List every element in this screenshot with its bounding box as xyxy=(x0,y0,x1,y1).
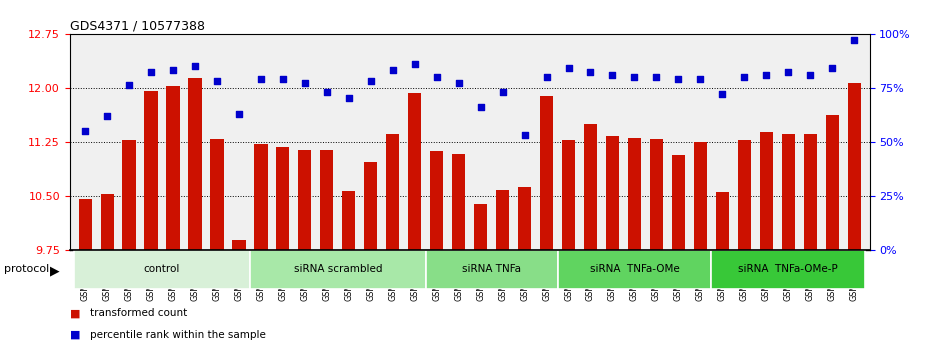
Point xyxy=(561,65,576,71)
Bar xyxy=(716,192,729,250)
Point xyxy=(846,37,861,43)
Bar xyxy=(605,136,619,250)
Bar xyxy=(320,150,334,250)
Bar xyxy=(342,190,355,250)
Point xyxy=(649,74,664,80)
Bar xyxy=(826,115,839,250)
Bar xyxy=(711,250,865,289)
Point xyxy=(254,76,269,82)
Point xyxy=(627,74,642,80)
Bar xyxy=(781,135,795,250)
Bar xyxy=(847,83,861,250)
Point xyxy=(451,80,466,86)
Point xyxy=(605,72,620,78)
Bar xyxy=(584,124,597,250)
Bar xyxy=(254,144,268,250)
Point xyxy=(715,91,730,97)
Bar xyxy=(760,132,773,250)
Point xyxy=(166,68,180,73)
Bar xyxy=(737,140,751,250)
Point xyxy=(122,82,137,88)
Bar xyxy=(496,190,510,250)
Text: siRNA TNFa: siRNA TNFa xyxy=(462,264,521,274)
Point xyxy=(825,65,840,71)
Text: percentile rank within the sample: percentile rank within the sample xyxy=(90,330,266,339)
Bar xyxy=(232,240,246,250)
Point xyxy=(188,63,203,69)
Bar xyxy=(123,140,136,250)
Bar xyxy=(671,155,685,250)
Text: transformed count: transformed count xyxy=(90,308,188,318)
Point xyxy=(803,72,817,78)
Point xyxy=(319,89,334,95)
Text: ■: ■ xyxy=(70,308,80,318)
Point xyxy=(539,74,554,80)
Bar xyxy=(74,250,250,289)
Bar xyxy=(694,142,707,250)
Bar xyxy=(650,139,663,250)
Bar xyxy=(540,96,553,250)
Point xyxy=(275,76,290,82)
Bar xyxy=(452,154,465,250)
Bar xyxy=(166,86,179,250)
Point xyxy=(693,76,708,82)
Bar xyxy=(210,139,223,250)
Text: control: control xyxy=(144,264,180,274)
Bar xyxy=(426,250,558,289)
Bar xyxy=(299,149,312,250)
Point xyxy=(78,128,93,133)
Text: ■: ■ xyxy=(70,330,80,339)
Bar xyxy=(386,135,399,250)
Point xyxy=(473,104,488,110)
Point xyxy=(100,113,114,119)
Bar xyxy=(558,250,711,289)
Point xyxy=(737,74,751,80)
Point xyxy=(495,89,510,95)
Bar xyxy=(628,138,641,250)
Bar xyxy=(250,250,426,289)
Point xyxy=(341,96,356,101)
Bar xyxy=(189,78,202,250)
Text: GDS4371 / 10577388: GDS4371 / 10577388 xyxy=(70,19,205,33)
Text: siRNA  TNFa-OMe-P: siRNA TNFa-OMe-P xyxy=(738,264,838,274)
Point xyxy=(430,74,445,80)
Bar xyxy=(365,162,378,250)
Point xyxy=(781,70,796,75)
Point xyxy=(143,70,158,75)
Point xyxy=(232,111,246,116)
Bar xyxy=(144,91,158,250)
Point xyxy=(209,78,224,84)
Text: siRNA  TNFa-OMe: siRNA TNFa-OMe xyxy=(590,264,679,274)
Bar xyxy=(78,199,92,250)
Point xyxy=(364,78,379,84)
Point xyxy=(583,70,598,75)
Text: ▶: ▶ xyxy=(50,264,60,277)
Bar xyxy=(430,151,444,250)
Point xyxy=(517,132,532,138)
Bar xyxy=(804,135,817,250)
Point xyxy=(671,76,685,82)
Point xyxy=(407,61,422,67)
Bar xyxy=(100,194,113,250)
Bar xyxy=(408,93,421,250)
Bar xyxy=(518,187,531,250)
Bar xyxy=(474,204,487,250)
Bar xyxy=(562,140,575,250)
Text: protocol: protocol xyxy=(4,264,49,274)
Point xyxy=(298,80,312,86)
Point xyxy=(385,68,400,73)
Text: siRNA scrambled: siRNA scrambled xyxy=(294,264,382,274)
Point xyxy=(759,72,774,78)
Bar xyxy=(276,147,289,250)
